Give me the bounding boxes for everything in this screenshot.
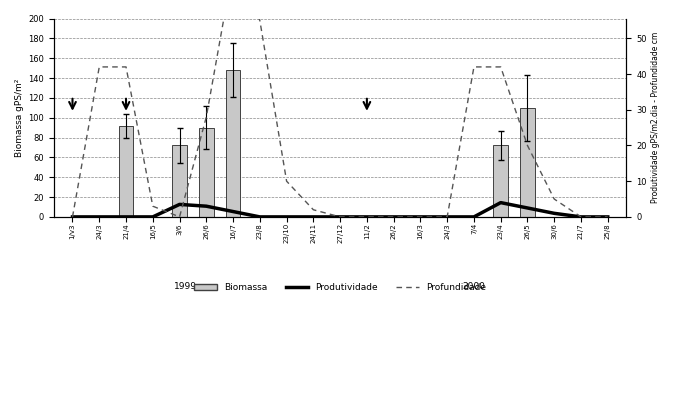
Y-axis label: Biomassa gPS/m²: Biomassa gPS/m² — [15, 79, 24, 157]
Bar — [493, 146, 508, 217]
Bar — [119, 126, 134, 217]
Bar — [199, 128, 214, 217]
Text: 1999: 1999 — [173, 282, 196, 291]
Legend: Biomassa, Produtividade, Profundidade: Biomassa, Produtividade, Profundidade — [191, 280, 489, 296]
Bar — [225, 70, 240, 217]
Y-axis label: Produtividade gPS/m2.dia - Profundidade cm: Produtividade gPS/m2.dia - Profundidade … — [651, 32, 660, 203]
Text: 2000: 2000 — [462, 282, 485, 291]
Bar — [520, 108, 535, 217]
Bar — [172, 146, 187, 217]
